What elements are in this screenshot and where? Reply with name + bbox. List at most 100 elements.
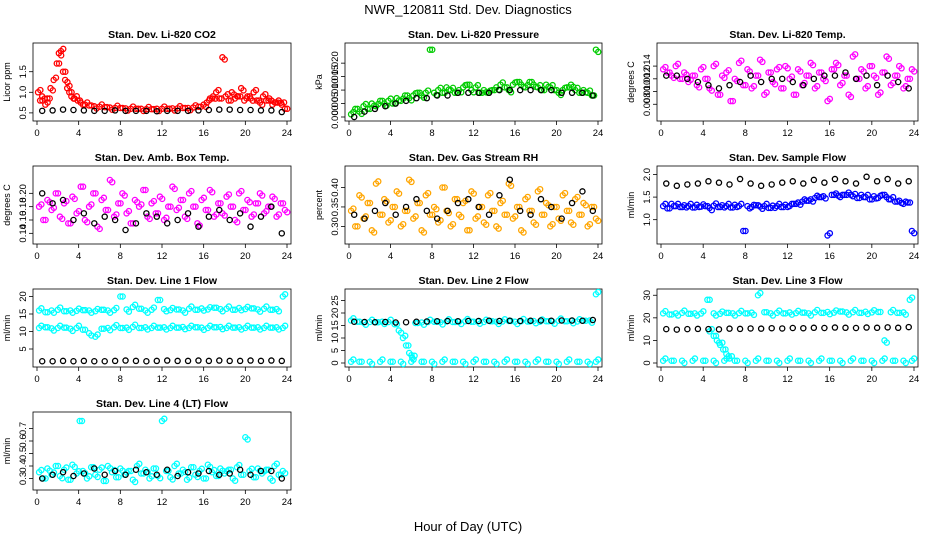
data-point [248,324,255,331]
data-point [561,317,569,325]
data-point [694,325,702,333]
data-point [454,317,462,325]
data-point [866,196,873,203]
data-point [68,89,75,96]
panel-line1: Stan. Dev. Line 1 Flow 0 4 8 12 16 20 24 5 10 15 20… [2,275,292,385]
data-point [169,476,176,483]
series-hourly [663,173,912,190]
y-tick-label: 0.015 [330,65,341,89]
data-point [710,332,717,340]
data-point [856,75,863,83]
data-point [122,107,129,115]
data-point [757,182,765,190]
data-point [404,207,411,215]
y-tick-label: 0.16 [18,211,29,230]
data-point [96,225,103,233]
data-point [817,309,825,317]
data-point [246,198,253,206]
plot-frame [32,165,292,245]
data-point [742,81,749,89]
data-point [391,203,399,211]
data-point [59,357,67,365]
data-point [188,303,195,310]
data-point [236,106,244,114]
data-point [117,293,124,300]
data-point [115,473,122,481]
data-point [46,95,53,102]
data-point [797,357,804,364]
data-point [229,324,237,331]
data-point [257,107,265,114]
data-point [350,205,357,212]
series-hourly [350,316,597,326]
data-point [40,216,47,224]
data-point [102,477,110,485]
data-point [739,227,747,235]
data-point [361,215,368,222]
data-point [524,318,531,325]
data-point [268,203,275,210]
data-point [532,319,540,327]
data-point [163,326,170,333]
data-point [423,94,431,102]
data-point [92,190,99,197]
data-point [162,467,170,475]
data-point [842,178,849,185]
data-point [262,90,269,98]
data-point [418,358,425,365]
data-point [727,97,734,105]
data-point [444,317,451,325]
data-point [561,189,569,197]
x-tick-label: 4 [701,251,706,262]
data-point [482,316,490,324]
data-point [905,323,912,331]
data-point [156,324,164,331]
data-point [257,467,265,475]
data-point [541,86,548,94]
data-point [842,324,849,332]
data-point [86,473,93,480]
data-point [858,309,865,317]
data-point [454,89,462,97]
data-point [278,475,286,482]
data-point [594,288,602,296]
panel-title: Stan. Dev. Sample Flow [729,152,847,164]
data-point [866,62,873,70]
data-point [441,356,448,363]
data-point [236,210,244,217]
data-point [275,308,283,315]
x-tick-label: 4 [388,128,393,139]
data-point [416,199,424,207]
data-point [144,326,151,333]
data-point [175,324,183,331]
data-point [37,86,44,94]
data-point [108,178,116,186]
data-point [194,473,201,481]
data-point [855,309,863,317]
data-point [570,83,577,91]
data-point [397,329,405,336]
data-point [240,471,247,478]
data-point [219,325,226,333]
data-point [451,195,459,203]
x-tick-label: 8 [429,374,434,385]
x-tick-label: 4 [701,374,706,385]
data-point [449,358,456,365]
data-point [387,358,394,365]
data-point [213,211,220,218]
data-point [705,325,712,333]
data-point [264,203,272,210]
data-point [428,46,436,53]
data-point [488,207,496,215]
data-point [780,310,787,317]
data-point [725,309,732,317]
data-point [451,358,459,365]
data-point [122,357,129,364]
data-point [807,359,815,367]
data-point [408,178,415,186]
data-point [254,200,262,207]
data-point [113,304,120,312]
data-point [146,215,153,223]
data-point [555,360,563,368]
data-point [496,86,503,94]
